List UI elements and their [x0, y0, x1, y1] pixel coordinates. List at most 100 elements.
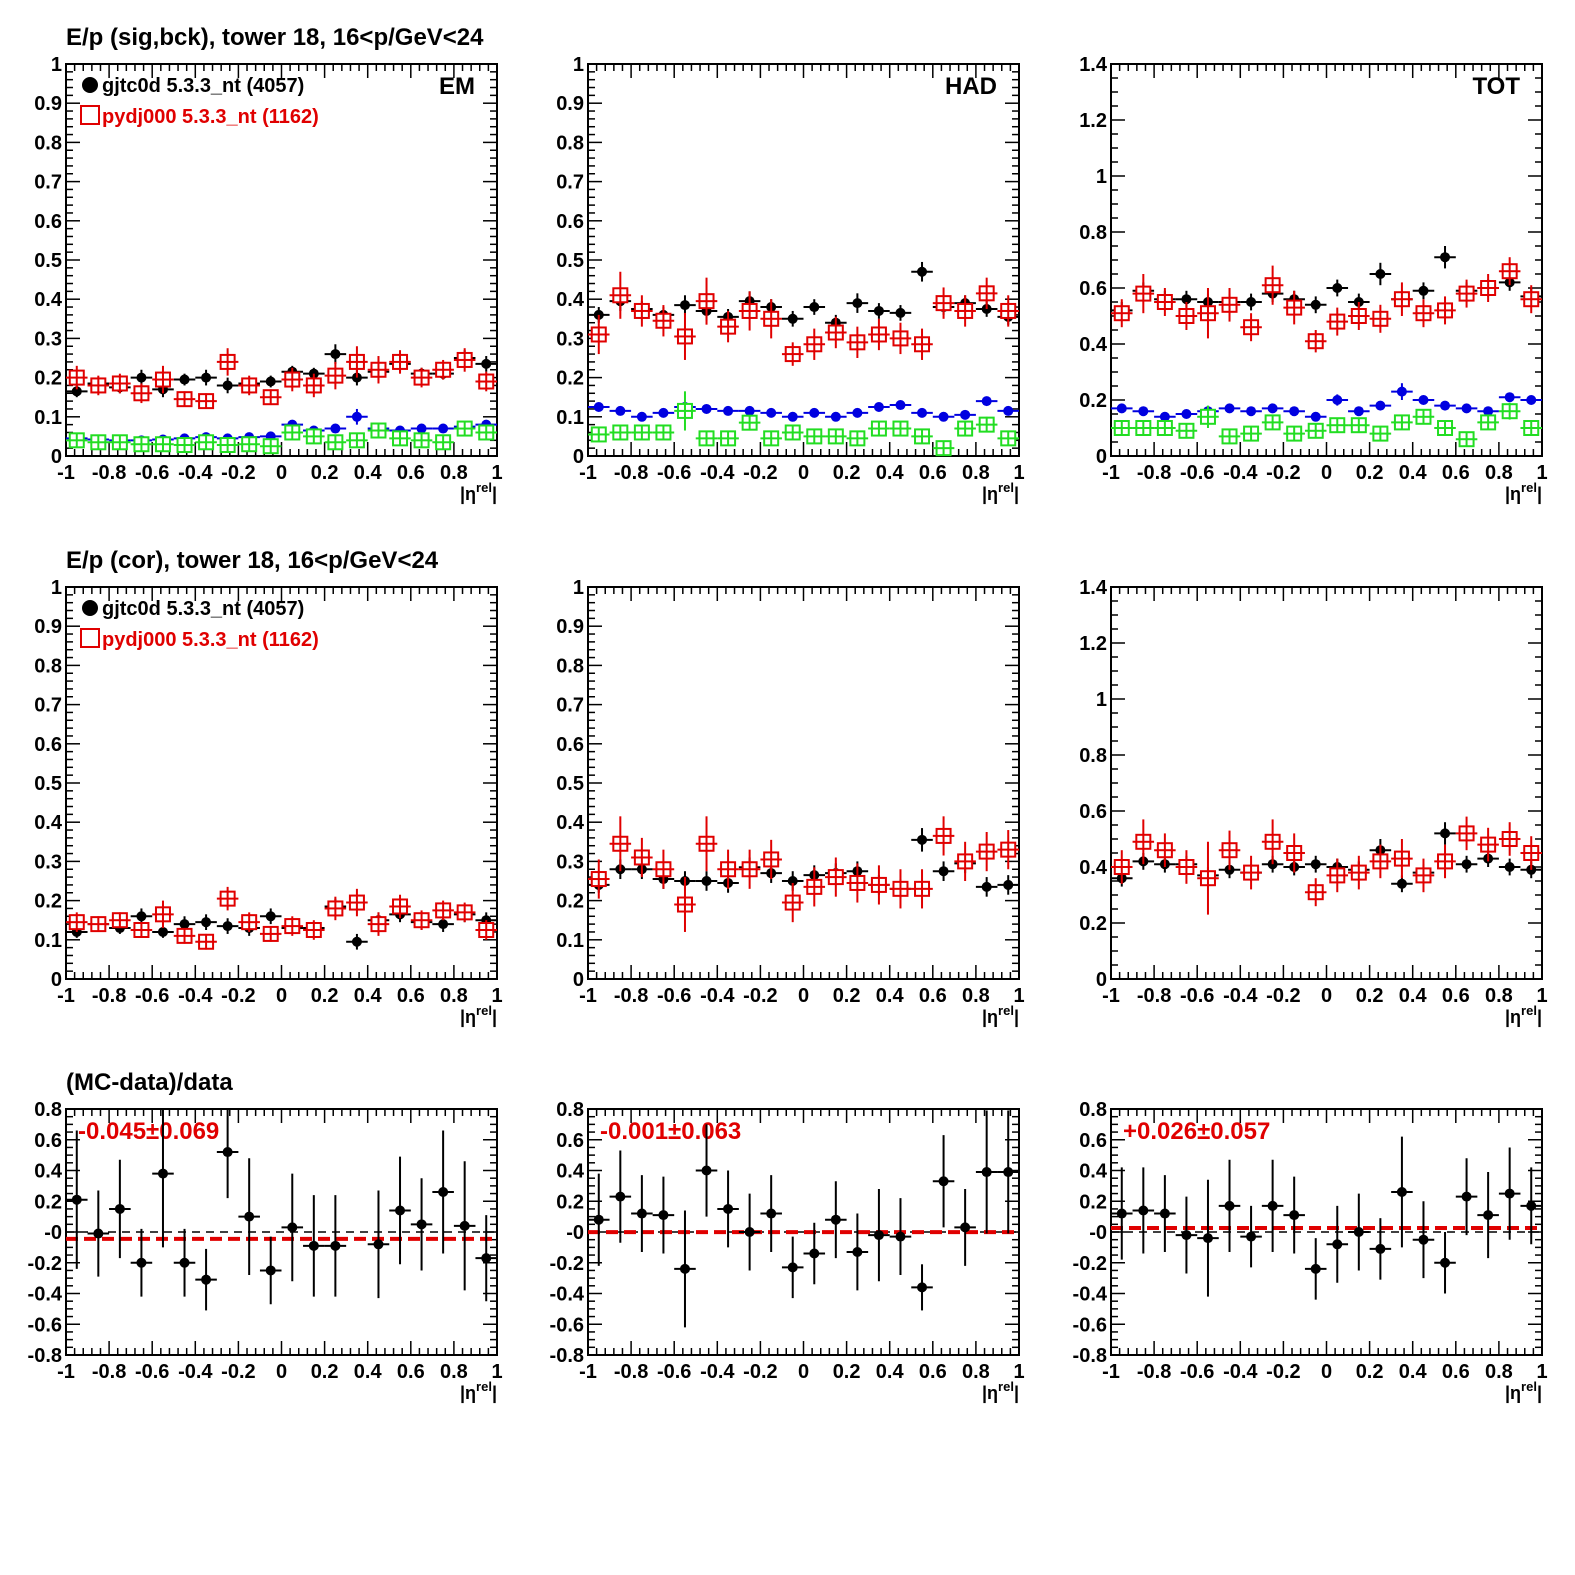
y-tick-label: 0.4 [34, 1161, 63, 1183]
data-point [960, 409, 971, 420]
data-point [658, 407, 669, 418]
x-tick-label: -1 [1102, 1361, 1120, 1383]
data-point [787, 876, 798, 886]
x-tick-label: 1 [1013, 985, 1024, 1007]
x-axis-label: |ηrel| [460, 1003, 497, 1027]
y-tick-label: 0.2 [1079, 390, 1107, 412]
x-axis-label: |ηrel| [460, 480, 497, 504]
x-tick-label: -1 [579, 462, 597, 484]
x-tick-label: 0.8 [1485, 462, 1513, 484]
data-point [1504, 862, 1515, 872]
y-tick-label: 0.2 [556, 1191, 584, 1213]
data-point [593, 1214, 604, 1225]
x-tick-label: 0.2 [311, 1361, 339, 1383]
series-1 [66, 886, 497, 950]
y-tick-label: 0.6 [556, 734, 584, 756]
data-point [1159, 1208, 1170, 1219]
y-tick-label: 0.8 [1079, 1099, 1107, 1121]
y-tick-label: -0.8 [1073, 1345, 1107, 1367]
x-tick-label: 0.4 [876, 985, 905, 1007]
data-point [809, 1248, 820, 1259]
series-2 [588, 396, 1019, 422]
y-tick-label: 1.2 [1079, 110, 1107, 132]
y-tick-label: 0 [1096, 969, 1107, 991]
data-point [938, 1176, 949, 1187]
x-tick-label: 0.2 [311, 985, 339, 1007]
x-tick-label: -0.4 [1223, 1361, 1258, 1383]
data-point [1332, 283, 1343, 293]
panel-label-tot: TOT [1472, 73, 1520, 100]
y-tick-label: 0.2 [34, 368, 62, 390]
x-tick-label: -0.2 [1266, 985, 1300, 1007]
y-tick-label: 0 [573, 446, 584, 468]
x-tick-label: 0.2 [833, 985, 861, 1007]
data-point [1267, 1200, 1278, 1211]
x-tick-label: 0.8 [962, 462, 990, 484]
data-point [1440, 1257, 1451, 1268]
series-3 [1111, 402, 1542, 448]
y-tick-label: 1 [51, 577, 62, 599]
x-tick-label: 1 [1536, 462, 1547, 484]
x-tick-label: 0.2 [833, 1361, 861, 1383]
series-3 [66, 420, 497, 455]
y-tick-label: 0 [51, 969, 62, 991]
x-tick-label: 1 [1536, 985, 1547, 1007]
x-tick-label: -0.8 [614, 1361, 648, 1383]
series-0 [1111, 246, 1542, 319]
data-point [895, 400, 906, 411]
data-point [723, 405, 734, 416]
y-tick-label: 0.5 [556, 250, 584, 272]
x-tick-label: 0 [1321, 462, 1332, 484]
x-tick-label: 1 [491, 1361, 502, 1383]
x-tick-label: -0.6 [135, 1361, 169, 1383]
y-tick-label: 0.9 [556, 93, 584, 115]
y-tick-label: 1.4 [1079, 577, 1108, 599]
data-point [1526, 1200, 1537, 1211]
data-point [960, 1222, 971, 1233]
y-tick-label: 1 [573, 54, 584, 76]
data-point [1181, 409, 1192, 419]
data-point [201, 372, 212, 383]
y-tick-label: 1 [51, 54, 62, 76]
y-tick-label: 1.2 [1079, 633, 1107, 655]
x-tick-label: -0.8 [92, 1361, 126, 1383]
data-point [330, 1240, 341, 1251]
data-point [201, 1274, 212, 1285]
data-point [1396, 878, 1407, 889]
x-tick-label: -0.6 [1180, 1361, 1214, 1383]
y-tick-label: 0.8 [34, 132, 62, 154]
y-tick-label: 0.1 [556, 407, 584, 429]
panel-label-had: HAD [945, 73, 997, 100]
data-point [157, 926, 168, 937]
x-tick-label: -0.4 [700, 985, 735, 1007]
panel-had-row3: -1 -0.8 -0.6 -0.4 -0.2 0 0.2 0.4 0.6 0.8 1-0.8-0.6… [550, 1099, 1025, 1403]
data-point [222, 921, 233, 932]
y-tick-label: -0.8 [28, 1345, 62, 1367]
data-point [1224, 1200, 1235, 1211]
x-tick-label: 0.4 [354, 1361, 383, 1383]
x-tick-label: 0 [276, 985, 287, 1007]
x-tick-label: -1 [1102, 985, 1120, 1007]
data-point [157, 1168, 168, 1179]
y-tick-label: 0.9 [34, 616, 62, 638]
x-tick-label: 0.2 [1356, 462, 1384, 484]
y-tick-label: 0.9 [34, 93, 62, 115]
x-tick-label: -0.2 [743, 985, 777, 1007]
y-tick-label: 0.3 [34, 851, 62, 873]
data-point [1116, 1208, 1127, 1219]
y-tick-label: 0.8 [34, 655, 62, 677]
data-point [1310, 411, 1321, 422]
y-tick-label: 0.1 [34, 407, 62, 429]
series-1 [1111, 257, 1542, 353]
y-tick-label: 0.3 [556, 851, 584, 873]
data-point [787, 411, 798, 422]
x-tick-label: 1 [1013, 1361, 1024, 1383]
x-tick-label: -0.4 [178, 462, 213, 484]
panel-tot-row3: -1 -0.8 -0.6 -0.4 -0.2 0 0.2 0.4 0.6 0.8 1-0.8-0.6… [1073, 1099, 1548, 1403]
data-point [481, 1253, 492, 1264]
x-axis-label: |ηrel| [1505, 480, 1542, 504]
x-tick-label: -1 [579, 1361, 597, 1383]
data-point [679, 1263, 690, 1274]
data-point [1138, 406, 1149, 417]
